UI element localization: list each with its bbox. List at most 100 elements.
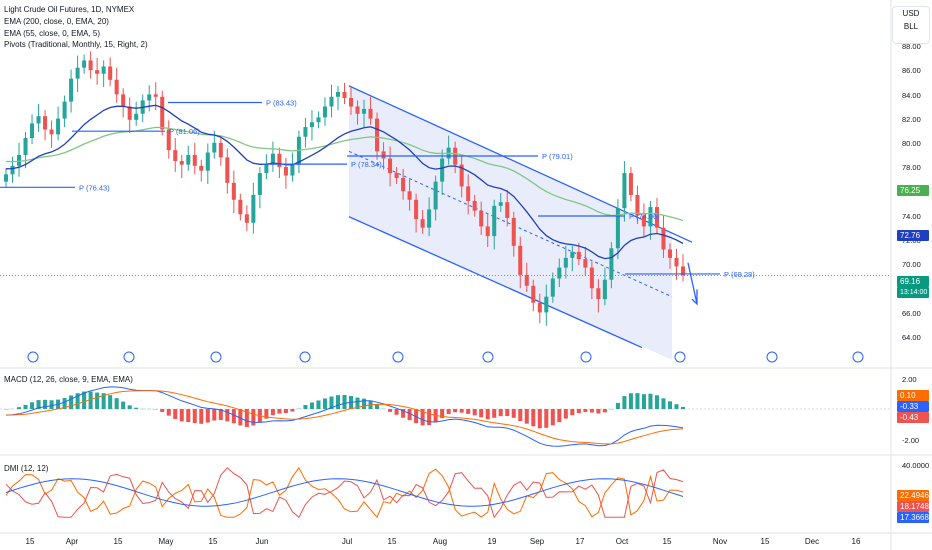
macd-histogram-bar (192, 409, 197, 424)
indicator-ema200[interactable]: EMA (200, close, 0, EMA, 20) (4, 17, 109, 26)
candle-body (17, 154, 22, 166)
candle-body (570, 251, 575, 258)
price-axis-label: 84.00 (902, 90, 921, 100)
time-axis-label: 15 (760, 537, 770, 546)
candle-body (69, 78, 74, 102)
pivot-label: P (69.28) (724, 270, 755, 279)
macd-histogram-bar (420, 409, 425, 426)
pivot-label: P (78.34) (351, 160, 382, 169)
candle-body (335, 91, 341, 97)
candle-body (101, 66, 106, 74)
macd-axis-bottom: -2.00 (902, 436, 920, 445)
macd-histogram-bar (648, 393, 653, 409)
candle-body (270, 153, 275, 164)
macd-histogram-bar (231, 409, 236, 424)
price-axis-label: 78.00 (902, 163, 921, 173)
macd-histogram-bar (342, 395, 347, 409)
macd-histogram-bar (49, 400, 54, 409)
candle-body (414, 199, 419, 220)
price-axis-label: 74.00 (902, 211, 921, 221)
macd-histogram-bar (453, 409, 458, 413)
candle-body (342, 91, 347, 98)
event-marker-icon (27, 351, 39, 363)
indicator-pivots[interactable]: Pivots (Traditional, Monthly, 15, Right,… (4, 40, 148, 49)
macd-histogram-bar (563, 409, 568, 419)
macd-histogram-bar (375, 404, 380, 409)
macd-histogram-bar (401, 409, 406, 418)
time-axis-label: Nov (712, 537, 728, 546)
candle-body (173, 150, 178, 161)
dmi-legend[interactable]: DMI (12, 12) (4, 464, 49, 473)
candle-body (43, 116, 48, 130)
candle-body (49, 129, 54, 135)
dmi-adx-line (5, 478, 684, 507)
macd-histogram-bar (153, 408, 158, 410)
macd-histogram-bar (62, 398, 67, 409)
macd-histogram-bar (322, 398, 327, 409)
macd-histogram-bar (88, 391, 93, 409)
macd-histogram-bar (602, 409, 607, 413)
candle-body (88, 60, 93, 71)
candle-body (231, 182, 236, 200)
candle-body (550, 278, 555, 297)
candle-body (622, 173, 627, 209)
candle-body (322, 106, 327, 118)
unit-label: BLL (903, 22, 919, 31)
macd-histogram-bar (654, 395, 659, 409)
macd-histogram-bar (524, 409, 529, 424)
candle-body (420, 219, 425, 228)
macd-histogram-bar (537, 409, 542, 429)
macd-histogram-bar (43, 399, 48, 409)
macd-histogram-bar (531, 409, 536, 427)
candle-body (407, 191, 412, 200)
candle-body (505, 202, 510, 218)
macd-histogram-bar (101, 393, 106, 409)
macd-histogram-bar (205, 409, 210, 423)
price-axis-label: 66.00 (902, 308, 921, 318)
indicator-ema55[interactable]: EMA (55, close, 0, EMA, 5) (4, 29, 101, 38)
macd-legend[interactable]: MACD (12, 26, close, 9, EMA, EMA) (4, 375, 133, 384)
macd-histogram-bar (492, 409, 497, 418)
macd-tag-hist: -0.43 (897, 412, 929, 423)
candle-body (466, 186, 471, 201)
macd-histogram-bar (316, 400, 321, 409)
currency-unit-button[interactable]: USD BLL (892, 6, 930, 44)
pivot-label: P (81.06) (169, 127, 200, 136)
macd-histogram-bar (296, 408, 301, 410)
macd-histogram-bar (108, 395, 113, 409)
macd-histogram-bar (674, 404, 679, 409)
pivot-label: P (74.06) (629, 212, 660, 221)
candle-body (667, 249, 672, 258)
last-price-tag: 69.16 (897, 276, 929, 287)
macd-histogram-bar (661, 398, 666, 409)
macd-histogram-bar (615, 402, 620, 409)
event-marker-icon (210, 351, 222, 363)
ema200-line (5, 126, 684, 222)
forecast-arrow (687, 262, 698, 306)
dmi-tag-adx: 17.3668 (897, 512, 929, 523)
candle-body (212, 142, 217, 153)
candle-body (75, 67, 80, 79)
macd-histogram-bar (511, 409, 516, 418)
time-axis-label: Jul (341, 537, 353, 546)
event-marker-icon (482, 351, 494, 363)
macd-histogram-bar (550, 409, 555, 426)
candle-body (62, 101, 67, 119)
macd-histogram-bar (10, 408, 15, 410)
macd-histogram-bar (134, 407, 139, 409)
candle-body (147, 94, 152, 101)
candle-body (459, 164, 464, 187)
candle-body (602, 279, 607, 300)
time-axis-label: Jun (255, 537, 269, 546)
dmi-minus-line (5, 467, 684, 519)
candle-body (316, 117, 321, 123)
candle-body (589, 267, 594, 289)
candle-body (23, 137, 28, 155)
candle-body (661, 227, 666, 250)
macd-histogram-bar (446, 409, 451, 414)
price-axis-label: 88.00 (902, 42, 921, 52)
candle-body (225, 157, 230, 183)
macd-histogram-bar (95, 392, 100, 409)
candle-body (95, 70, 100, 74)
time-axis-label: 15 (113, 537, 123, 546)
